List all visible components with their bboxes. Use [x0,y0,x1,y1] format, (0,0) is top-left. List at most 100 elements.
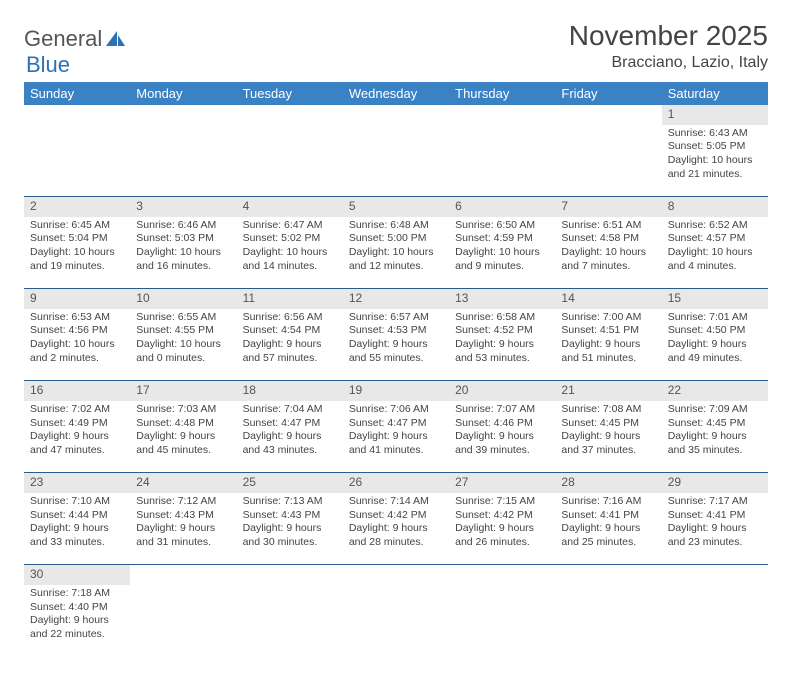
day-details: Sunrise: 6:43 AMSunset: 5:05 PMDaylight:… [662,125,768,186]
daynum-row: 23242526272829 [24,473,768,493]
day-number [343,565,449,585]
day-cell [24,125,130,197]
day-details: Sunrise: 7:17 AMSunset: 4:41 PMDaylight:… [662,493,768,554]
day-cell: Sunrise: 7:08 AMSunset: 4:45 PMDaylight:… [555,401,661,473]
day-number: 12 [343,289,449,309]
daynum-row: 9101112131415 [24,289,768,309]
day-details: Sunrise: 7:03 AMSunset: 4:48 PMDaylight:… [130,401,236,462]
day-number: 28 [555,473,661,493]
day-number: 17 [130,381,236,401]
day-cell: Sunrise: 7:12 AMSunset: 4:43 PMDaylight:… [130,493,236,565]
day-cell: Sunrise: 7:15 AMSunset: 4:42 PMDaylight:… [449,493,555,565]
day-details: Sunrise: 7:18 AMSunset: 4:40 PMDaylight:… [24,585,130,646]
day-cell: Sunrise: 6:47 AMSunset: 5:02 PMDaylight:… [237,217,343,289]
day-number: 8 [662,197,768,217]
day-cell: Sunrise: 6:57 AMSunset: 4:53 PMDaylight:… [343,309,449,381]
day-header: Saturday [662,82,768,105]
day-cell: Sunrise: 7:10 AMSunset: 4:44 PMDaylight:… [24,493,130,565]
daynum-row: 1 [24,105,768,125]
day-details: Sunrise: 6:46 AMSunset: 5:03 PMDaylight:… [130,217,236,278]
day-details: Sunrise: 7:16 AMSunset: 4:41 PMDaylight:… [555,493,661,554]
day-details: Sunrise: 6:52 AMSunset: 4:57 PMDaylight:… [662,217,768,278]
day-cell [555,585,661,657]
day-number [555,105,661,125]
day-number: 14 [555,289,661,309]
location: Bracciano, Lazio, Italy [569,54,768,72]
day-cell [237,585,343,657]
day-cell [449,125,555,197]
day-cell: Sunrise: 7:04 AMSunset: 4:47 PMDaylight:… [237,401,343,473]
day-details: Sunrise: 7:13 AMSunset: 4:43 PMDaylight:… [237,493,343,554]
day-details: Sunrise: 6:48 AMSunset: 5:00 PMDaylight:… [343,217,449,278]
day-cell: Sunrise: 7:06 AMSunset: 4:47 PMDaylight:… [343,401,449,473]
day-number: 27 [449,473,555,493]
day-number: 6 [449,197,555,217]
day-cell: Sunrise: 6:45 AMSunset: 5:04 PMDaylight:… [24,217,130,289]
content-row: Sunrise: 6:43 AMSunset: 5:05 PMDaylight:… [24,125,768,197]
day-number: 2 [24,197,130,217]
day-cell: Sunrise: 6:50 AMSunset: 4:59 PMDaylight:… [449,217,555,289]
daynum-row: 2345678 [24,197,768,217]
day-number: 1 [662,105,768,125]
day-cell: Sunrise: 7:03 AMSunset: 4:48 PMDaylight:… [130,401,236,473]
day-cell: Sunrise: 6:48 AMSunset: 5:00 PMDaylight:… [343,217,449,289]
day-number: 18 [237,381,343,401]
logo: General [24,26,128,52]
day-number: 21 [555,381,661,401]
day-details: Sunrise: 7:06 AMSunset: 4:47 PMDaylight:… [343,401,449,462]
calendar-table: SundayMondayTuesdayWednesdayThursdayFrid… [24,82,768,657]
day-number [237,565,343,585]
day-number [555,565,661,585]
day-cell: Sunrise: 7:01 AMSunset: 4:50 PMDaylight:… [662,309,768,381]
daynum-row: 30 [24,565,768,585]
day-number: 11 [237,289,343,309]
day-cell: Sunrise: 7:18 AMSunset: 4:40 PMDaylight:… [24,585,130,657]
day-number [24,105,130,125]
day-number: 9 [24,289,130,309]
day-details: Sunrise: 6:47 AMSunset: 5:02 PMDaylight:… [237,217,343,278]
day-number: 20 [449,381,555,401]
day-header: Tuesday [237,82,343,105]
month-title: November 2025 [569,20,768,52]
day-cell [343,125,449,197]
day-cell [130,585,236,657]
day-cell [449,585,555,657]
day-number [130,565,236,585]
day-details: Sunrise: 7:02 AMSunset: 4:49 PMDaylight:… [24,401,130,462]
day-details: Sunrise: 7:15 AMSunset: 4:42 PMDaylight:… [449,493,555,554]
day-cell: Sunrise: 7:17 AMSunset: 4:41 PMDaylight:… [662,493,768,565]
day-header: Friday [555,82,661,105]
day-number: 5 [343,197,449,217]
day-header: Sunday [24,82,130,105]
day-cell: Sunrise: 7:16 AMSunset: 4:41 PMDaylight:… [555,493,661,565]
day-details: Sunrise: 6:58 AMSunset: 4:52 PMDaylight:… [449,309,555,370]
day-cell: Sunrise: 6:55 AMSunset: 4:55 PMDaylight:… [130,309,236,381]
day-details: Sunrise: 6:57 AMSunset: 4:53 PMDaylight:… [343,309,449,370]
content-row: Sunrise: 6:53 AMSunset: 4:56 PMDaylight:… [24,309,768,381]
day-cell: Sunrise: 7:09 AMSunset: 4:45 PMDaylight:… [662,401,768,473]
day-cell [555,125,661,197]
day-cell [662,585,768,657]
day-details: Sunrise: 6:55 AMSunset: 4:55 PMDaylight:… [130,309,236,370]
day-number: 7 [555,197,661,217]
day-number: 10 [130,289,236,309]
day-cell: Sunrise: 7:00 AMSunset: 4:51 PMDaylight:… [555,309,661,381]
day-details: Sunrise: 7:08 AMSunset: 4:45 PMDaylight:… [555,401,661,462]
day-details: Sunrise: 7:00 AMSunset: 4:51 PMDaylight:… [555,309,661,370]
day-details: Sunrise: 7:10 AMSunset: 4:44 PMDaylight:… [24,493,130,554]
content-row: Sunrise: 7:02 AMSunset: 4:49 PMDaylight:… [24,401,768,473]
day-details: Sunrise: 6:53 AMSunset: 4:56 PMDaylight:… [24,309,130,370]
day-cell: Sunrise: 6:46 AMSunset: 5:03 PMDaylight:… [130,217,236,289]
day-number [237,105,343,125]
content-row: Sunrise: 6:45 AMSunset: 5:04 PMDaylight:… [24,217,768,289]
day-details: Sunrise: 7:01 AMSunset: 4:50 PMDaylight:… [662,309,768,370]
day-number [343,105,449,125]
day-cell: Sunrise: 7:13 AMSunset: 4:43 PMDaylight:… [237,493,343,565]
day-number: 4 [237,197,343,217]
day-number: 3 [130,197,236,217]
day-details: Sunrise: 7:04 AMSunset: 4:47 PMDaylight:… [237,401,343,462]
header: General November 2025 Bracciano, Lazio, … [24,20,768,72]
day-number: 23 [24,473,130,493]
content-row: Sunrise: 7:10 AMSunset: 4:44 PMDaylight:… [24,493,768,565]
content-row: Sunrise: 7:18 AMSunset: 4:40 PMDaylight:… [24,585,768,657]
